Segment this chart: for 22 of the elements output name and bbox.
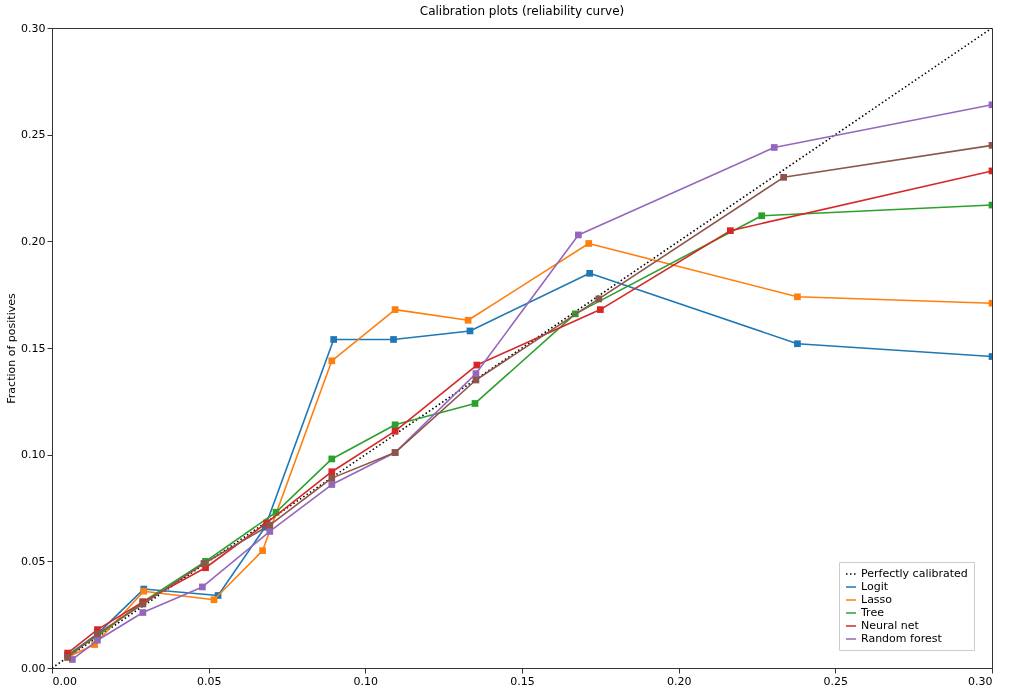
chart-title: Calibration plots (reliability curve) [419, 4, 625, 18]
y-tick-label: 0.00 [21, 661, 46, 675]
x-tick-label: 0.20 [666, 674, 692, 688]
legend-label: Logit [861, 580, 889, 593]
x-tick-label: 0.15 [510, 674, 535, 688]
y-tick-label: 0.05 [21, 554, 46, 568]
legend-label: Tree [860, 606, 885, 619]
y-tick-label: 0.10 [21, 448, 46, 462]
y-tick-label: 0.30 [21, 21, 46, 35]
legend-label: Perfectly calibrated [861, 567, 968, 580]
x-tick-label: 0.10 [353, 674, 379, 688]
y-tick-label: 0.25 [21, 128, 46, 142]
y-tick-label: 0.20 [21, 234, 46, 248]
x-tick-label: 0.00 [52, 674, 77, 688]
x-tick-label: 0.30 [968, 674, 993, 688]
legend-label: Lasso [861, 593, 893, 606]
y-tick-label: 0.15 [21, 341, 46, 355]
x-tick-label: 0.05 [196, 674, 222, 688]
x-tick-label: 0.25 [823, 674, 849, 688]
legend-label: Neural net [861, 619, 920, 632]
legend-label: Random forest [861, 632, 943, 645]
y-axis-title: Fraction of positives [5, 293, 19, 404]
